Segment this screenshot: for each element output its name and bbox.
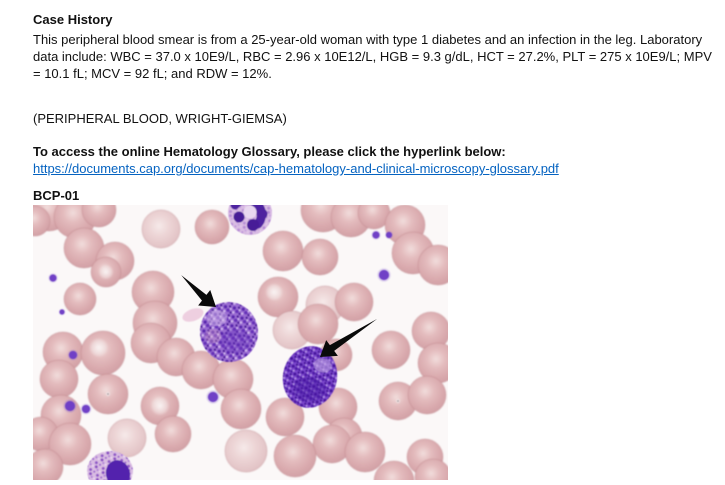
- blood-smear-photo: [33, 205, 448, 480]
- glossary-prompt: To access the online Hematology Glossary…: [33, 144, 506, 159]
- platelets: [48, 230, 394, 415]
- figure-label: BCP-01: [33, 188, 80, 203]
- arrow-annotation-2: [320, 318, 378, 357]
- red-blood-cells: [33, 205, 448, 480]
- cell-debris-smudge: [182, 308, 204, 322]
- stain-line: (PERIPHERAL BLOOD, WRIGHT-GIEMSA): [33, 111, 287, 126]
- granular-cell-1: [199, 302, 259, 362]
- arrow-annotations: [181, 275, 378, 357]
- figure-bcp-01: [33, 205, 707, 480]
- granular-cell-2: [282, 346, 338, 408]
- case-history-text: This peripheral blood smear is from a 25…: [33, 32, 712, 81]
- arrow-annotation-1: [181, 275, 216, 307]
- bottom-edge-cell: [87, 451, 133, 480]
- glossary-hyperlink[interactable]: https://documents.cap.org/documents/cap-…: [33, 161, 559, 176]
- case-history-heading: Case History: [33, 12, 113, 27]
- neutrophil-top-cell: [228, 205, 272, 235]
